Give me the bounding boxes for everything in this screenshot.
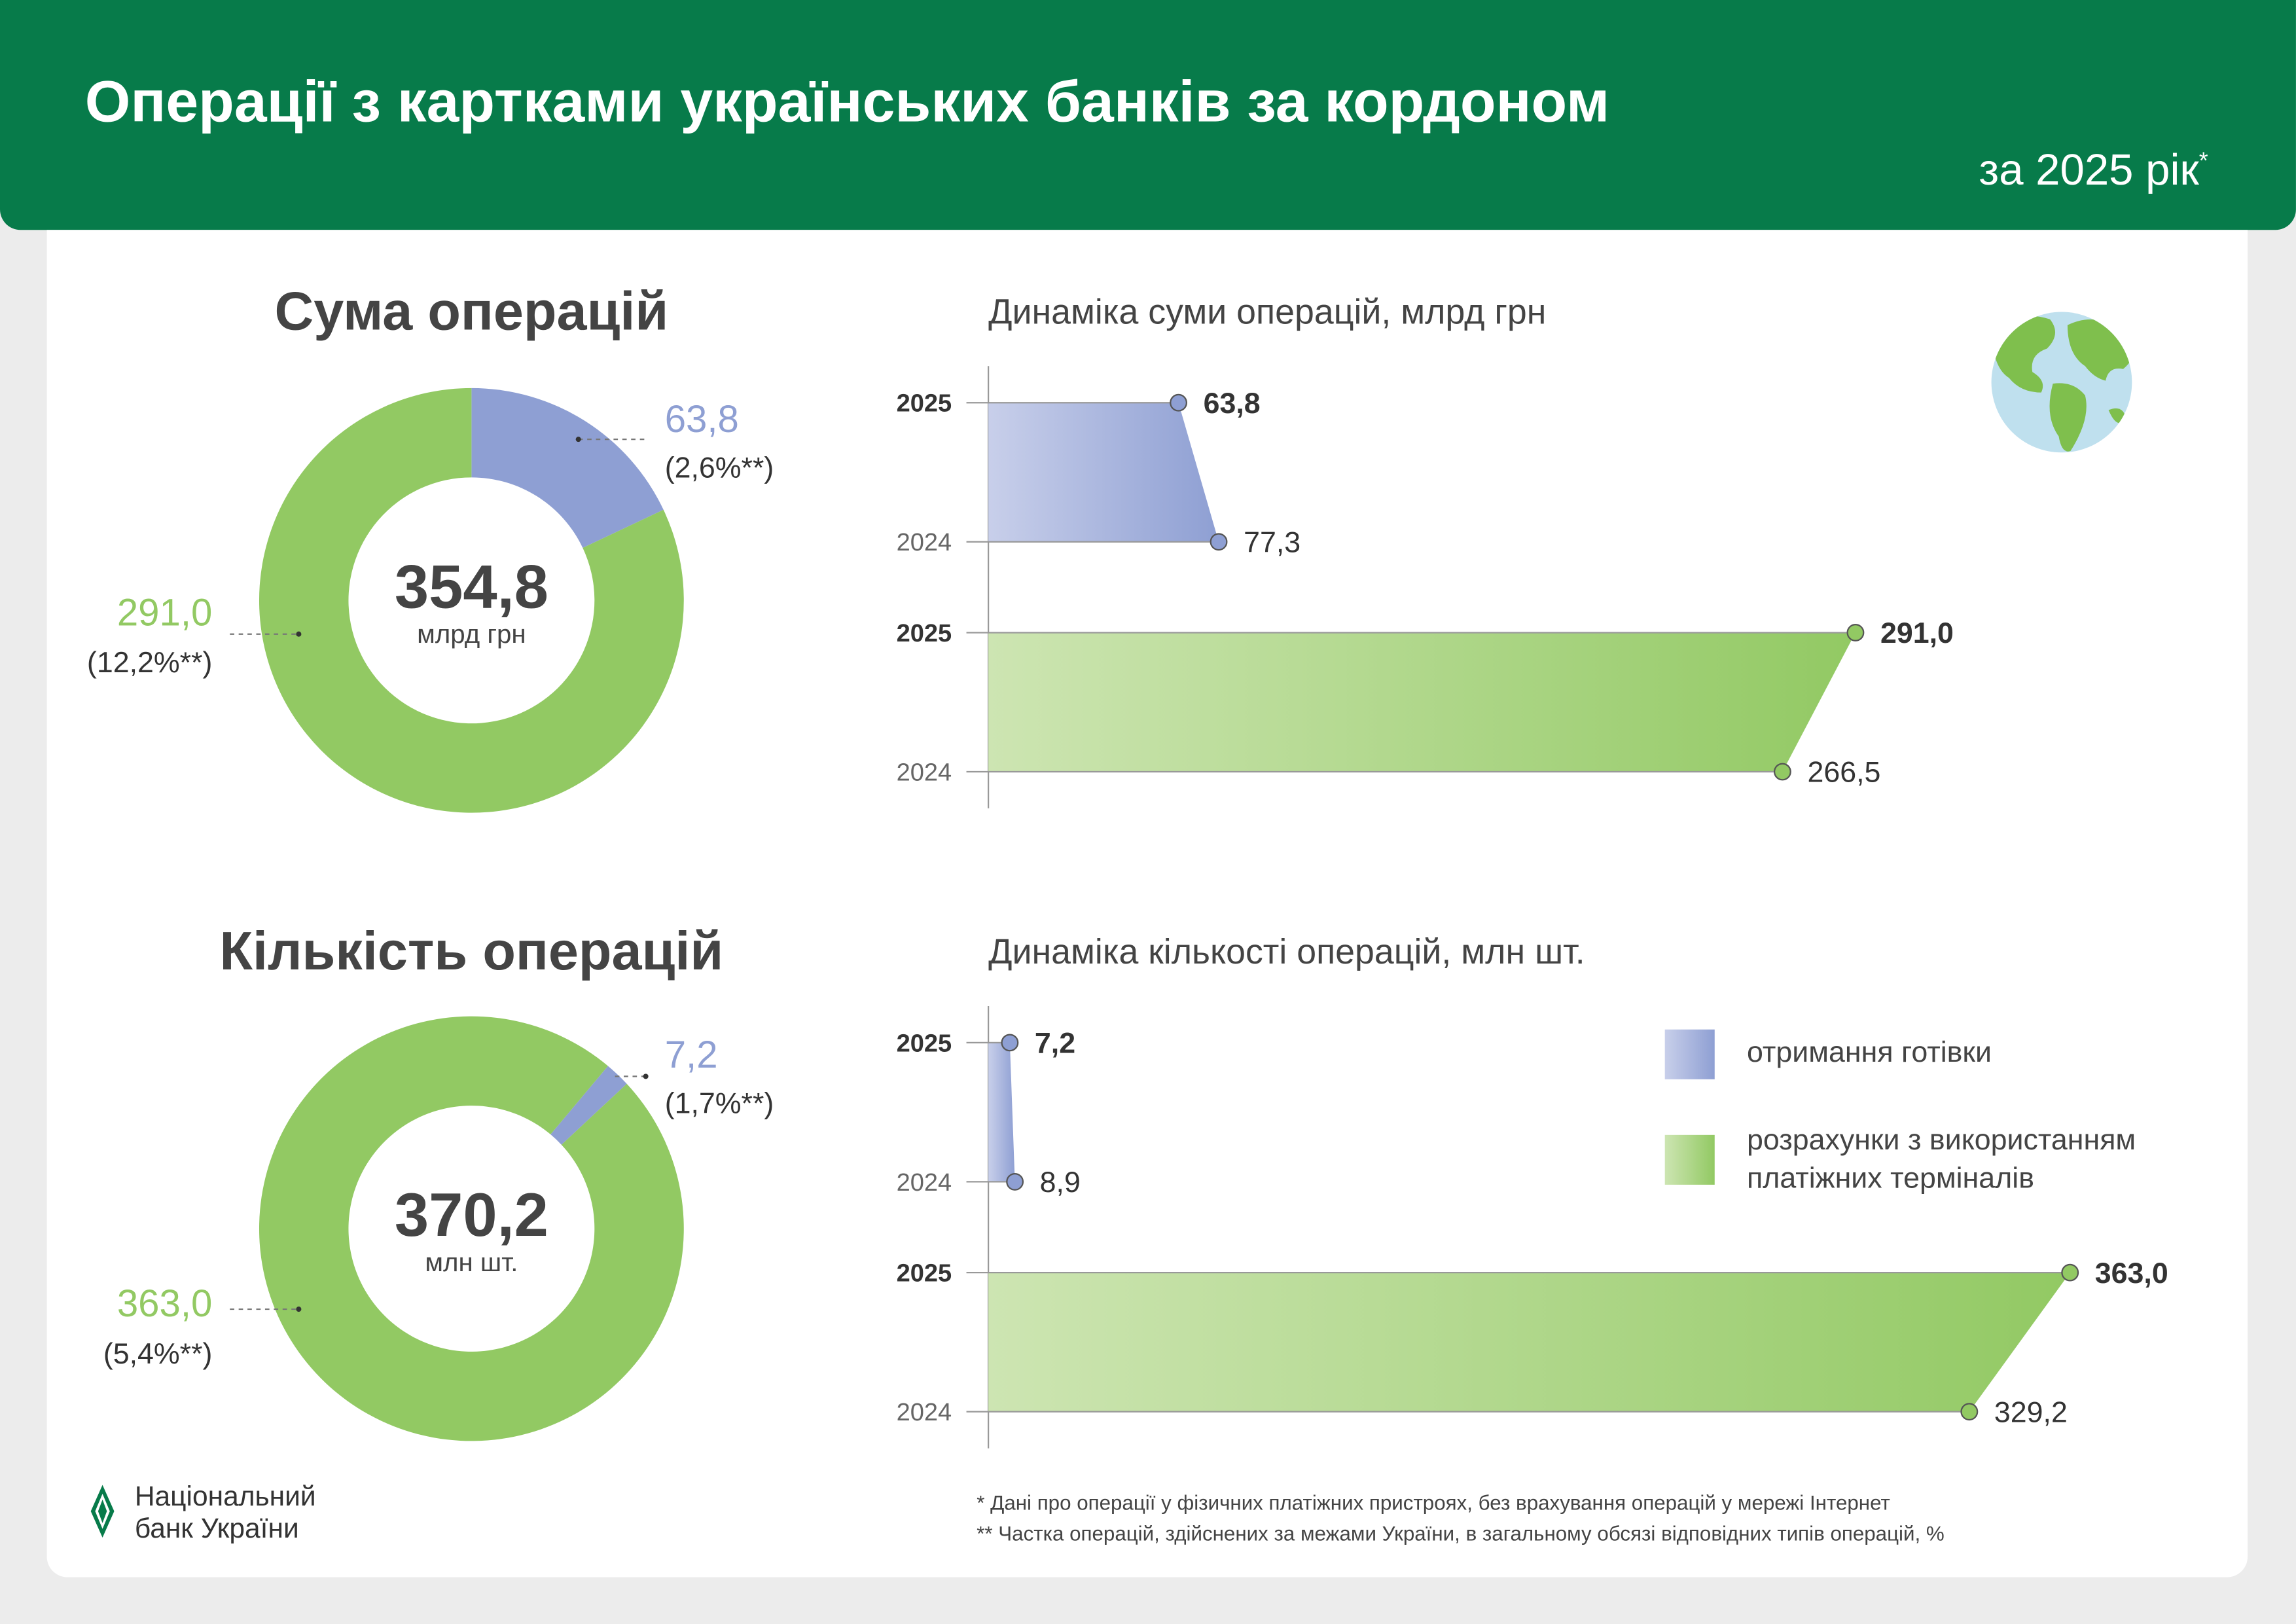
logo-line2: банк України — [134, 1514, 299, 1545]
sum-dynamics-chart: 63,8 2025 77,3 2024 291,0 2025 266,5 2024 — [897, 366, 1954, 808]
count-dynamics-chart: 7,2 2025 8,9 2024 363,0 2025 329,2 2024 — [897, 1005, 2168, 1449]
slice-share-terminals: (12,2%**) — [87, 646, 212, 679]
leader-dot — [296, 631, 302, 637]
donut-unit: млрд грн — [417, 619, 526, 649]
leader-dot — [296, 1307, 302, 1312]
page-title: Операції з картками українських банків з… — [84, 70, 1610, 135]
data-label: 7,2 — [1035, 1027, 1075, 1060]
slice-value-terminals: 291,0 — [117, 591, 213, 634]
data-point — [1170, 393, 1187, 412]
year-label: 2024 — [897, 1169, 952, 1197]
year-label: 2025 — [897, 390, 952, 418]
legend-label-cash: отримання готівки — [1746, 1036, 1992, 1070]
legend-terminals-line2: платіжних терміналів — [1746, 1163, 2034, 1195]
year-label: 2025 — [897, 620, 952, 647]
legend-terminals-line1: розрахунки з використанням — [1746, 1125, 2136, 1157]
donut-slice — [259, 1016, 684, 1441]
header-banner: Операції з картками українських банків з… — [0, 0, 2296, 230]
donut-slice — [471, 388, 664, 549]
legend-label-terminals: розрахунки з використанням платіжних тер… — [1747, 1122, 2136, 1198]
slice-value-cash: 7,2 — [665, 1034, 718, 1076]
data-label: 266,5 — [1807, 756, 1880, 789]
sum-section-title: Сума операцій — [274, 281, 669, 342]
bar-shape — [988, 403, 1219, 542]
footnote-mark: * — [2198, 149, 2208, 175]
globe-icon — [1991, 312, 2132, 453]
donut-unit: млн шт. — [425, 1248, 518, 1277]
donut-total: 370,2 — [395, 1180, 548, 1249]
data-point — [2061, 1263, 2079, 1282]
sum-chart-title: Динаміка суми операцій, млрд грн — [988, 293, 1547, 333]
bar-shape — [988, 1272, 2070, 1412]
nbu-logo-text: Національний банк України — [135, 1482, 316, 1546]
data-label: 363,0 — [2095, 1257, 2168, 1290]
year-label: 2024 — [897, 529, 952, 556]
leader-dot — [575, 437, 581, 442]
bar-shape — [988, 632, 1856, 772]
count-chart-title: Динаміка кількості операцій, млн шт. — [988, 933, 1585, 973]
donut-slice — [550, 1066, 627, 1145]
subtitle-text: за 2025 рік — [1979, 146, 2199, 195]
donut-slice — [259, 388, 684, 813]
logo-line1: Національний — [134, 1482, 316, 1513]
nbu-logo-emblem — [90, 1485, 115, 1538]
data-label: 63,8 — [1204, 387, 1261, 420]
leader-dot — [643, 1074, 649, 1079]
donut-total: 354,8 — [395, 552, 548, 621]
legend-swatch-terminals — [1664, 1134, 1715, 1185]
data-label: 77,3 — [1244, 526, 1300, 558]
data-point — [1773, 763, 1791, 781]
year-label: 2024 — [897, 759, 952, 786]
footnote-1: * Дані про операції у фізичних платіжних… — [977, 1490, 1890, 1515]
page-subtitle: за 2025 рік* — [1979, 147, 2208, 196]
count-section-title: Кількість операцій — [219, 921, 724, 981]
footnote-2: ** Частка операцій, здійснених за межами… — [977, 1521, 1945, 1545]
slice-share-cash: (2,6%**) — [665, 451, 774, 484]
data-label: 329,2 — [1994, 1396, 2068, 1428]
year-label: 2025 — [897, 1030, 952, 1057]
data-point — [1210, 533, 1228, 551]
year-label: 2024 — [897, 1399, 952, 1426]
data-label: 8,9 — [1040, 1166, 1081, 1199]
year-label: 2025 — [897, 1260, 952, 1288]
legend-swatch-cash — [1664, 1029, 1715, 1079]
data-point — [1846, 624, 1865, 641]
data-point — [1001, 1034, 1019, 1052]
slice-value-cash: 63,8 — [665, 398, 739, 441]
bar-shape — [988, 1042, 1015, 1182]
data-point — [1960, 1403, 1979, 1421]
data-point — [1006, 1172, 1024, 1191]
slice-value-terminals: 363,0 — [117, 1282, 213, 1325]
slice-share-cash: (1,7%**) — [665, 1087, 774, 1119]
slice-share-terminals: (5,4%**) — [103, 1337, 213, 1370]
data-label: 291,0 — [1880, 617, 1954, 649]
